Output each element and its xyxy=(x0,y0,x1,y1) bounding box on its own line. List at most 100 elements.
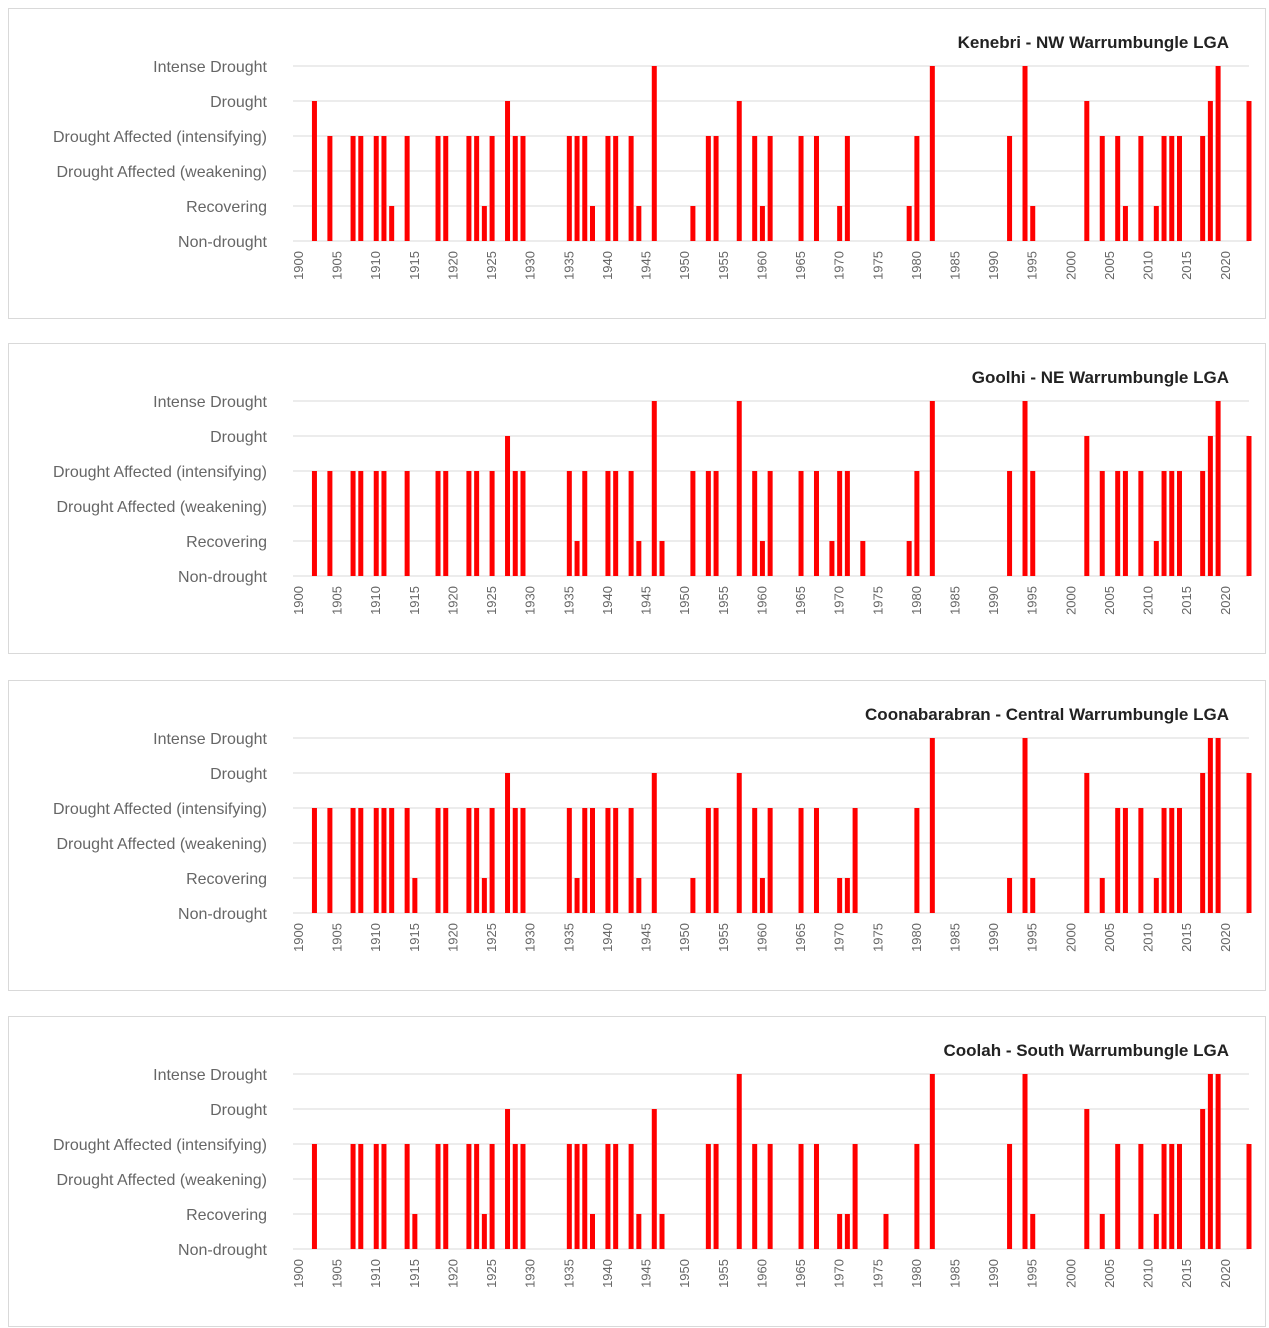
y-tick-label: Drought Affected (intensifying) xyxy=(53,129,267,146)
bar xyxy=(1030,1214,1036,1249)
bar xyxy=(1007,1144,1013,1249)
bar xyxy=(1207,1074,1213,1249)
chart-panel: Coolah - South Warrumbungle LGA Non-droug… xyxy=(8,1016,1266,1327)
x-tick-label: 1945 xyxy=(639,586,654,615)
x-tick-label: 1985 xyxy=(948,586,963,615)
bar xyxy=(1030,878,1036,913)
bar xyxy=(589,808,595,913)
bar xyxy=(1169,808,1175,913)
bar xyxy=(929,66,935,241)
bar xyxy=(1153,206,1159,241)
x-tick-label: 1975 xyxy=(870,923,885,952)
bar xyxy=(636,206,642,241)
bar xyxy=(1176,808,1182,913)
bar xyxy=(628,1144,634,1249)
x-tick-label: 1980 xyxy=(909,251,924,280)
bar xyxy=(311,101,317,241)
x-tick-label: 1985 xyxy=(948,923,963,952)
bar xyxy=(1007,878,1013,913)
x-tick-label: 1905 xyxy=(330,1259,345,1288)
x-tick-label: 1935 xyxy=(561,1259,576,1288)
bar xyxy=(1138,808,1144,913)
bar xyxy=(1200,471,1206,576)
bar xyxy=(736,401,742,576)
bar xyxy=(350,471,356,576)
bar xyxy=(883,1214,889,1249)
bar xyxy=(566,1144,572,1249)
bar xyxy=(605,136,611,241)
bar xyxy=(1115,471,1121,576)
x-tick-label: 1975 xyxy=(870,1259,885,1288)
bar xyxy=(705,1144,711,1249)
chart-svg: Coolah - South Warrumbungle LGA Non-droug… xyxy=(53,1041,1252,1288)
bar xyxy=(435,808,441,913)
bar xyxy=(1084,101,1090,241)
bar xyxy=(914,471,920,576)
bar xyxy=(1153,878,1159,913)
bar xyxy=(358,1144,364,1249)
bar xyxy=(404,1144,410,1249)
bar xyxy=(651,401,657,576)
bar xyxy=(1207,436,1213,576)
x-tick-label: 1915 xyxy=(407,251,422,280)
bar xyxy=(404,808,410,913)
x-tick-label: 1970 xyxy=(832,1259,847,1288)
x-tick-label: 1950 xyxy=(677,251,692,280)
bar xyxy=(412,878,418,913)
x-tick-label: 1960 xyxy=(754,251,769,280)
y-tick-label: Drought Affected (weakening) xyxy=(57,499,268,516)
bar xyxy=(1246,101,1252,241)
bar xyxy=(1115,1144,1121,1249)
y-tick-label: Drought xyxy=(210,1102,267,1119)
bar xyxy=(574,878,580,913)
bar xyxy=(489,1144,495,1249)
bar xyxy=(1084,436,1090,576)
bar xyxy=(651,773,657,913)
bar xyxy=(443,136,449,241)
bar xyxy=(589,1214,595,1249)
bar xyxy=(705,808,711,913)
bar xyxy=(1022,1074,1028,1249)
x-tick-label: 1925 xyxy=(484,923,499,952)
bar xyxy=(837,206,843,241)
bar xyxy=(489,808,495,913)
bar xyxy=(1153,1214,1159,1249)
chart-title: Coonabarabran - Central Warrumbungle LGA xyxy=(865,705,1229,724)
bar xyxy=(844,878,850,913)
x-tick-label: 1940 xyxy=(600,251,615,280)
x-tick-label: 2005 xyxy=(1102,586,1117,615)
bar xyxy=(767,808,773,913)
bar xyxy=(628,808,634,913)
x-tick-label: 1915 xyxy=(407,586,422,615)
x-tick-label: 1905 xyxy=(330,586,345,615)
x-tick-label: 1990 xyxy=(986,251,1001,280)
bar xyxy=(1215,66,1221,241)
bar xyxy=(844,471,850,576)
x-tick-label: 1910 xyxy=(368,586,383,615)
chart-svg: Coonabarabran - Central Warrumbungle LGA… xyxy=(53,705,1252,952)
x-tick-label: 1950 xyxy=(677,1259,692,1288)
bar xyxy=(389,206,395,241)
bar xyxy=(852,1144,858,1249)
bar xyxy=(381,136,387,241)
x-tick-label: 1920 xyxy=(445,923,460,952)
bar xyxy=(474,808,480,913)
bar xyxy=(1246,773,1252,913)
bar xyxy=(1115,808,1121,913)
bar xyxy=(474,471,480,576)
bar xyxy=(327,808,333,913)
x-tick-label: 1995 xyxy=(1025,1259,1040,1288)
x-tick-label: 1930 xyxy=(523,586,538,615)
x-tick-label: 1965 xyxy=(793,923,808,952)
bar xyxy=(574,1144,580,1249)
bar xyxy=(574,136,580,241)
x-tick-label: 1905 xyxy=(330,251,345,280)
bar xyxy=(752,136,758,241)
x-tick-label: 1920 xyxy=(445,251,460,280)
x-tick-label: 1905 xyxy=(330,923,345,952)
bar xyxy=(512,808,518,913)
bar xyxy=(1022,738,1028,913)
bar xyxy=(798,136,804,241)
x-tick-label: 1970 xyxy=(832,586,847,615)
x-tick-label: 1915 xyxy=(407,923,422,952)
